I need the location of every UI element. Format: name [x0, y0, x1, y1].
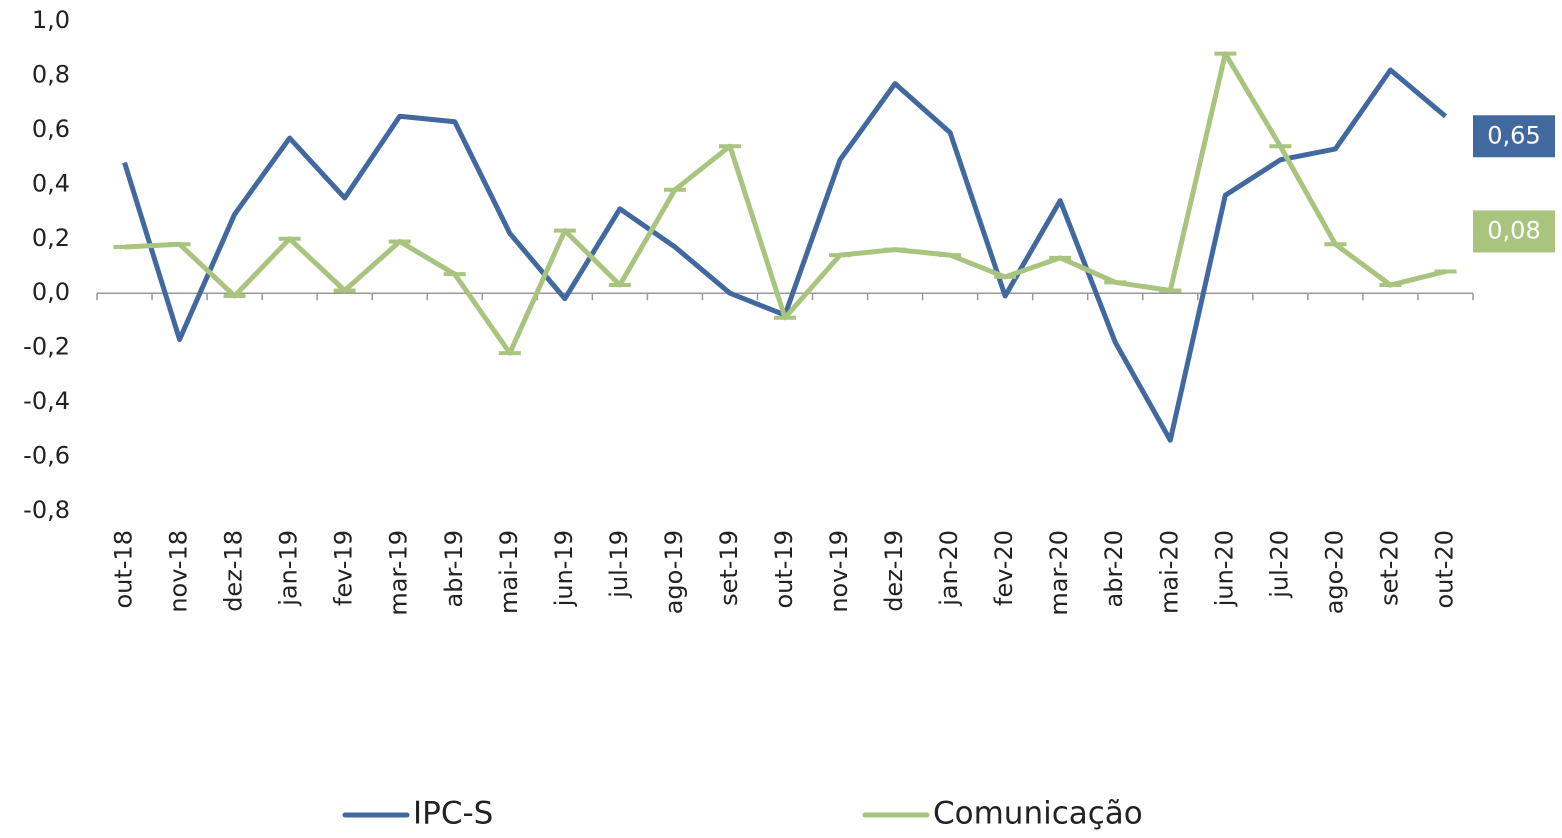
x-tick-label: fev-20	[990, 530, 1018, 606]
x-tick-label: fev-19	[330, 530, 358, 606]
value-label: 0,08	[1487, 216, 1540, 244]
y-tick-label: -0,4	[23, 387, 70, 415]
x-tick-label: set-20	[1375, 530, 1403, 606]
x-tick-label: dez-18	[220, 530, 248, 612]
y-tick-label: 1,0	[32, 6, 70, 34]
x-tick-label: mai-20	[1155, 530, 1183, 614]
value-label-box	[1473, 115, 1555, 158]
y-tick-label: 0,8	[32, 60, 70, 88]
legend-label: IPC-S	[413, 796, 493, 832]
x-tick-label: ago-20	[1320, 530, 1348, 614]
y-tick-label: -0,6	[23, 442, 70, 470]
x-tick-label: jul-19	[605, 530, 633, 599]
x-tick-label: jan-20	[935, 530, 963, 607]
x-tick-label: out-18	[110, 530, 138, 609]
x-tick-label: nov-18	[165, 530, 193, 613]
y-tick-label: 0,4	[32, 169, 70, 197]
value-label-box	[1473, 210, 1555, 253]
x-tick-label: jun-20	[1210, 530, 1238, 607]
x-tick-label: jan-19	[275, 530, 303, 607]
x-tick-label: out-19	[770, 530, 798, 609]
y-tick-label: 0,2	[32, 224, 70, 252]
x-tick-label: mar-20	[1045, 530, 1073, 616]
x-tick-label: mar-19	[385, 530, 413, 616]
legend-label: Comunicação	[933, 796, 1143, 832]
value-label: 0,65	[1487, 121, 1540, 149]
x-tick-label: out-20	[1430, 530, 1458, 609]
x-tick-label: nov-19	[825, 530, 853, 613]
y-tick-label: 0,6	[32, 115, 70, 143]
y-tick-label: -0,2	[23, 333, 70, 361]
x-tick-label: set-19	[715, 530, 743, 606]
x-tick-label: mai-19	[495, 530, 523, 614]
x-tick-label: abr-20	[1100, 530, 1128, 607]
y-tick-label: -0,8	[23, 496, 70, 524]
x-tick-label: jul-20	[1265, 530, 1293, 599]
x-tick-label: abr-19	[440, 530, 468, 607]
y-tick-label: 0,0	[32, 278, 70, 306]
x-tick-label: jun-19	[550, 530, 578, 607]
x-tick-label: ago-19	[660, 530, 688, 614]
series-line	[122, 67, 1448, 443]
x-tick-label: dez-19	[880, 530, 908, 612]
